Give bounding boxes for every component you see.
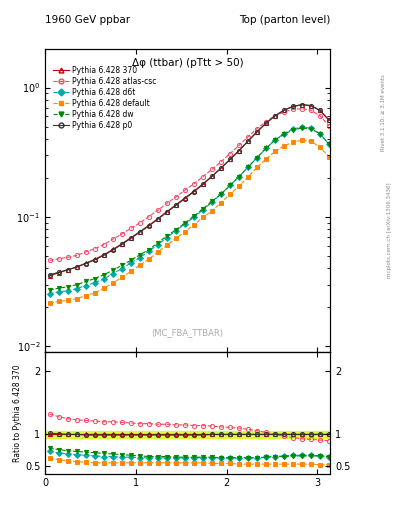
Text: 1960 GeV ppbar: 1960 GeV ppbar (45, 14, 130, 25)
Bar (45, 431, 330, 438)
Text: (MC_FBA_TTBAR): (MC_FBA_TTBAR) (152, 328, 224, 337)
Text: Rivet 3.1.10; ≥ 3.1M events: Rivet 3.1.10; ≥ 3.1M events (381, 74, 386, 151)
Legend: Pythia 6.428 370, Pythia 6.428 atlas-csc, Pythia 6.428 d6t, Pythia 6.428 default: Pythia 6.428 370, Pythia 6.428 atlas-csc… (52, 65, 158, 131)
Text: mcplots.cern.ch [arXiv:1306.3436]: mcplots.cern.ch [arXiv:1306.3436] (387, 183, 391, 278)
Text: Δφ (ttbar) (pTtt > 50): Δφ (ttbar) (pTtt > 50) (132, 58, 244, 68)
Text: Top (parton level): Top (parton level) (239, 14, 330, 25)
Y-axis label: Ratio to Pythia 6.428 370: Ratio to Pythia 6.428 370 (13, 364, 22, 462)
